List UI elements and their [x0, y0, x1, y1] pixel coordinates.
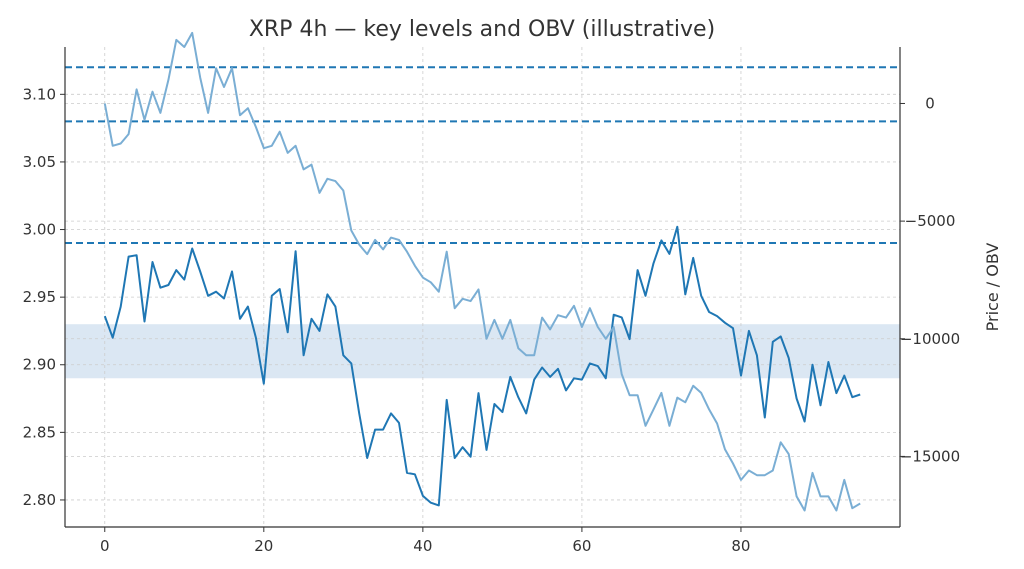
series-layer	[103, 31, 861, 512]
y2-tick-label: 0	[925, 94, 935, 112]
y-tick-label: 2.80	[23, 491, 56, 509]
y-tick-label: 2.95	[23, 288, 56, 306]
chart-title: XRP 4h — key levels and OBV (illustrativ…	[249, 17, 715, 42]
y-tick-label: 2.85	[23, 423, 56, 441]
x-tick-label: 0	[100, 537, 110, 555]
ticks-layer: 0 20 40 60 80 2.80 2.85 2.90 2.95 3.00 3.05 3.10 0 −5…	[23, 85, 961, 555]
y-tick-label: 3.10	[23, 85, 56, 103]
y-tick-label: 3.00	[23, 221, 56, 239]
axes-layer	[64, 47, 901, 528]
y-tick-label: 3.05	[23, 153, 56, 171]
obv-line	[103, 31, 861, 512]
y2-tick-label: −5000	[905, 212, 956, 230]
x-tick-label: 40	[413, 537, 432, 555]
y2-tick-label: −15000	[900, 447, 960, 465]
support-zone-layer	[65, 324, 900, 379]
y-tick-label: 2.90	[23, 356, 56, 374]
y2-axis-label: Price / OBV	[983, 243, 1002, 332]
support-zone	[65, 324, 900, 379]
price-line	[103, 225, 861, 507]
x-tick-label: 80	[731, 537, 750, 555]
key-levels-layer	[65, 66, 900, 245]
x-tick-label: 20	[254, 537, 273, 555]
grid-layer	[65, 47, 900, 527]
y2-tick-label: −10000	[900, 330, 960, 348]
x-tick-label: 60	[572, 537, 591, 555]
